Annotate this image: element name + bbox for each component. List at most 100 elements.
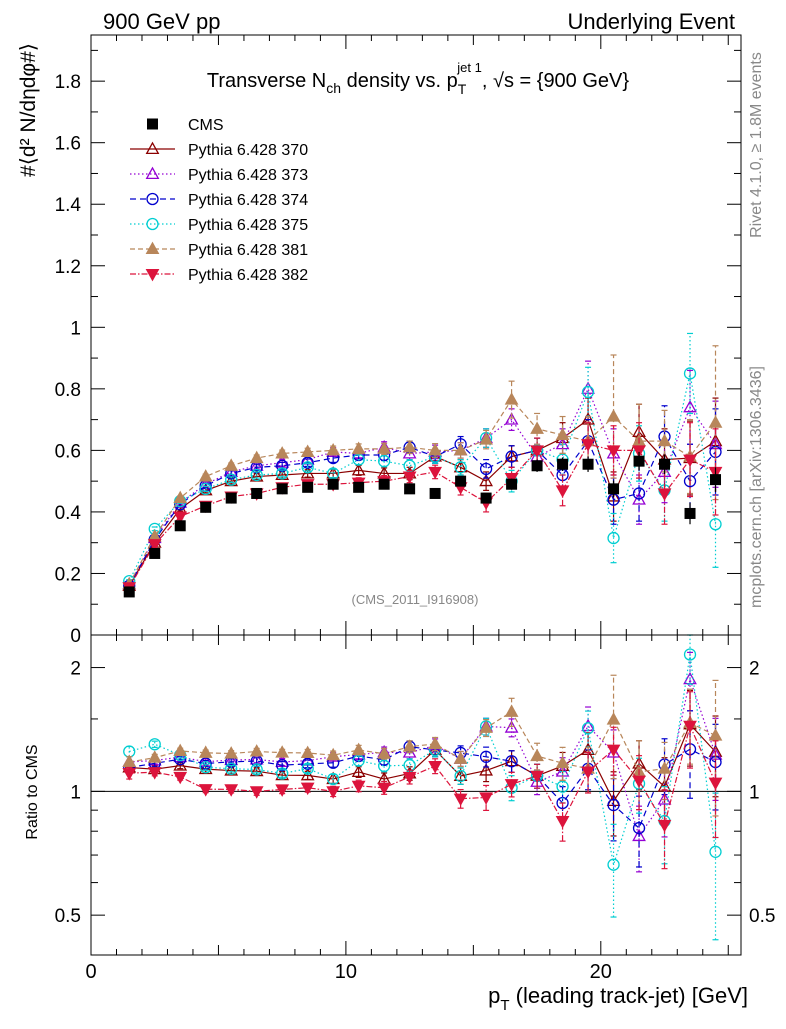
y-tick-label: 0.4 [55, 503, 82, 524]
data-point [582, 458, 594, 470]
series-line [128, 398, 716, 585]
data-point [581, 766, 595, 779]
data-point [531, 460, 543, 472]
data-point [506, 478, 518, 490]
legend-label: CMS [188, 117, 224, 134]
data-point [147, 750, 162, 763]
data-point [378, 478, 390, 490]
data-point [173, 771, 188, 785]
data-point [275, 745, 290, 758]
data-point [276, 759, 289, 772]
title-psup: jet 1 [456, 60, 482, 75]
data-point [504, 392, 519, 405]
ratio-y-tick-label-right: 0.5 [749, 906, 775, 927]
data-point [123, 586, 135, 598]
y-tick-label: 1.8 [55, 72, 81, 93]
data-point [657, 761, 672, 774]
series-line [128, 418, 716, 587]
data-point [173, 758, 188, 771]
data-point [504, 779, 519, 792]
data-point [683, 399, 697, 413]
data-point [708, 415, 723, 428]
ratio-y-tick-label-right: 1 [749, 782, 760, 803]
title-post: , √s = {900 GeV} [482, 70, 630, 92]
data-point [327, 772, 340, 786]
series-line [128, 435, 716, 587]
data-point [351, 742, 366, 756]
series-pythia-6-428-370 [122, 397, 723, 591]
data-point [173, 511, 188, 524]
ratio-series-pythia-6-428-381 [122, 674, 723, 817]
data-point [607, 531, 620, 545]
series-pythia-6-428-373 [122, 360, 723, 590]
data-point [145, 268, 160, 282]
ratio-series-line [129, 746, 716, 830]
legend-item-pythia-6-428-374: Pythia 6.428 374 [130, 192, 308, 209]
data-point [326, 786, 341, 799]
ratio-series-line [129, 654, 717, 865]
data-point [122, 754, 137, 768]
data-point [403, 459, 416, 472]
data-point [275, 446, 290, 459]
data-point [250, 468, 263, 482]
legend-item-pythia-6-428-375: Pythia 6.428 375 [130, 217, 308, 234]
y-tick-label: 1.2 [55, 257, 81, 278]
data-point [249, 744, 264, 757]
legend-label: Pythia 6.428 375 [188, 217, 308, 234]
data-point [224, 784, 239, 797]
data-point [326, 442, 341, 456]
data-point [479, 750, 493, 763]
data-point [581, 722, 595, 735]
analysis-watermark: (CMS_2011_I916908) [352, 592, 479, 607]
ratio-series-line [129, 724, 717, 827]
data-point [657, 488, 672, 501]
data-point [504, 753, 519, 767]
data-point [505, 450, 518, 463]
data-point [402, 739, 417, 752]
data-point [428, 442, 442, 456]
data-point [453, 751, 468, 764]
data-point [479, 720, 493, 733]
y-tick-label: 1.4 [55, 195, 82, 216]
data-point [173, 490, 188, 504]
data-point [249, 786, 264, 799]
xlabel-p: p [488, 983, 500, 1008]
data-point [709, 845, 722, 858]
data-point [146, 217, 159, 231]
data-point [276, 483, 288, 495]
data-point [300, 782, 315, 796]
data-point [530, 748, 544, 762]
legend-label: Pythia 6.428 382 [188, 267, 308, 284]
ratio-series-line [129, 723, 716, 803]
data-point [276, 767, 289, 780]
data-point [147, 767, 162, 780]
data-point [454, 461, 467, 474]
data-point [657, 792, 672, 805]
side-rivet: Rivet 4.1.0, ≥ 1.8M events [748, 52, 765, 238]
ratio-plot-area: 0 10 20 0.5 0.5 1 1 2 2 [55, 634, 775, 983]
data-point [479, 792, 493, 805]
data-point [147, 118, 158, 130]
data-point [402, 771, 417, 785]
data-point [377, 782, 392, 796]
legend: CMS Pythia 6.428 370 Pythia 6.428 373 Pythi… [130, 117, 308, 284]
data-point [530, 421, 544, 434]
data-point [402, 471, 417, 484]
legend-label: Pythia 6.428 373 [188, 167, 308, 184]
title-psub: T [458, 81, 467, 97]
data-point [479, 462, 493, 475]
title-sub: ch [326, 80, 341, 96]
y-tick-label: 0.6 [55, 441, 81, 462]
data-point [479, 473, 493, 487]
data-point [454, 769, 467, 783]
data-point [581, 439, 595, 452]
data-point [504, 449, 519, 462]
series-pythia-6-428-381 [122, 345, 723, 590]
data-point [455, 475, 467, 487]
data-point [504, 412, 519, 425]
data-point [174, 520, 186, 532]
ratio-y-tick-label-right: 2 [749, 659, 760, 680]
data-point [276, 467, 289, 480]
data-point [402, 439, 417, 453]
